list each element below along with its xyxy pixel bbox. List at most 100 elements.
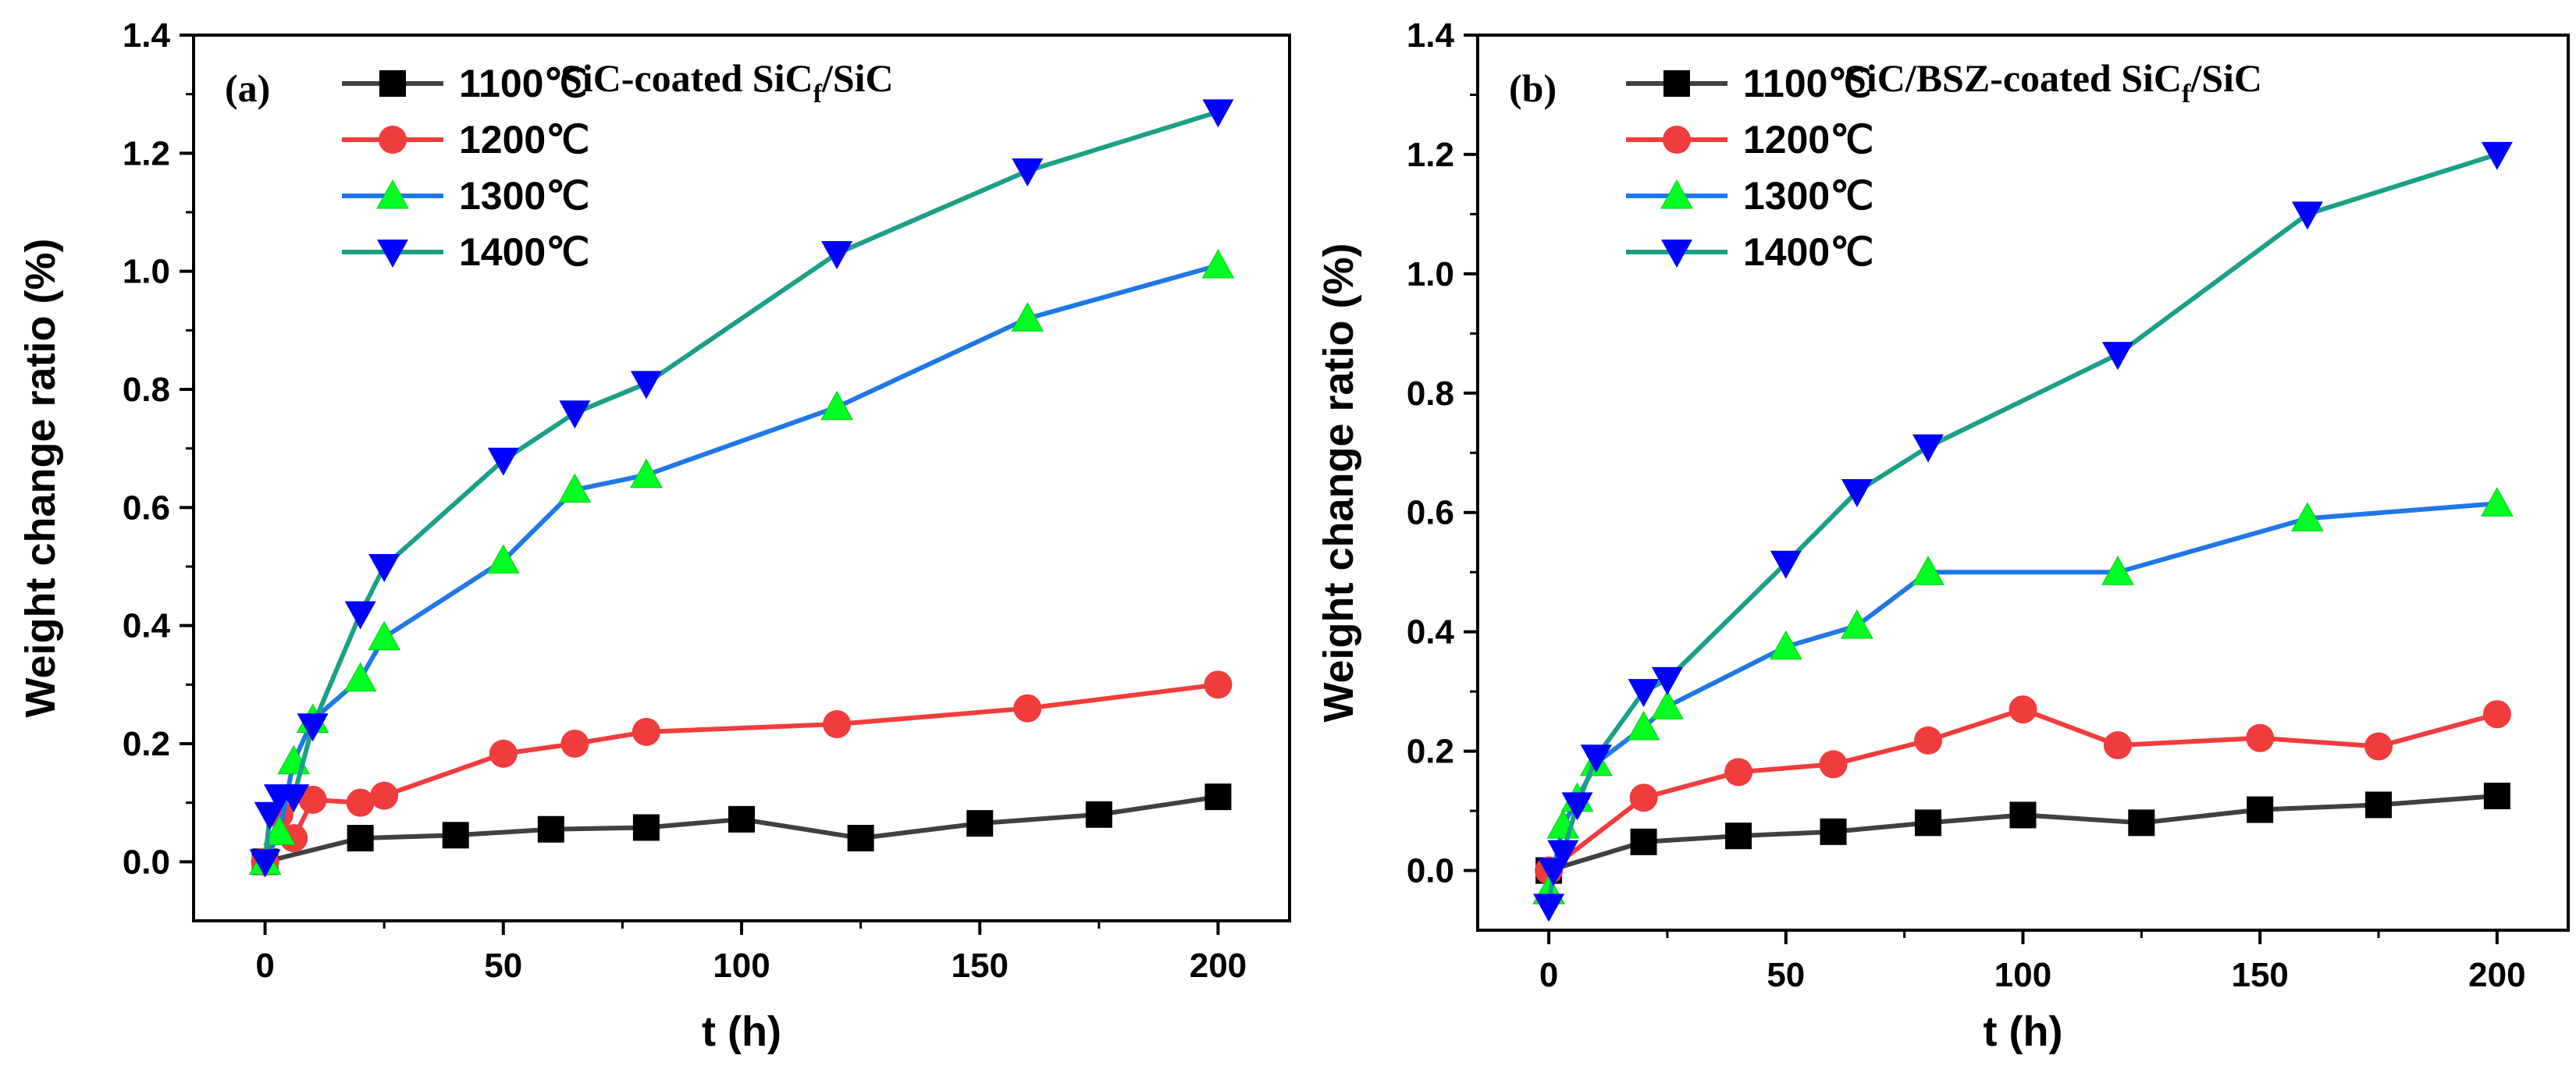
y-tick-label: 0.8 [123, 371, 170, 409]
data-point [1011, 302, 1044, 332]
panel-label: (b) [1509, 66, 1557, 110]
data-point [632, 814, 660, 841]
data-point [2365, 791, 2393, 819]
data-point [630, 458, 663, 489]
data-point [1628, 679, 1660, 708]
data-point [1547, 840, 1579, 869]
legend-label: 1100℃ [1743, 62, 1872, 105]
data-point [1724, 758, 1753, 787]
y-tick-label: 0.2 [1407, 733, 1454, 771]
x-tick-label: 200 [1190, 947, 1247, 985]
data-point [368, 554, 400, 582]
data-point [560, 730, 589, 758]
legend-label: 1400℃ [1743, 230, 1873, 274]
data-point [1013, 694, 1042, 723]
data-point [489, 739, 518, 768]
data-point [278, 784, 310, 813]
legend-marker [1663, 126, 1691, 154]
sample-title: SiC-coated SiCf/SiC [560, 56, 894, 108]
sample-title-tail: /SiC [2190, 56, 2262, 100]
legend-label: 1100℃ [459, 62, 588, 105]
legend-marker [1663, 70, 1690, 97]
x-tick-label: 150 [952, 947, 1009, 985]
data-point [847, 825, 874, 852]
legend-label: 1400℃ [459, 230, 589, 274]
data-point [2483, 782, 2510, 809]
y-tick-label: 0.6 [1407, 494, 1454, 532]
data-point [1912, 556, 1944, 585]
data-point [1769, 630, 1802, 660]
data-point [2246, 723, 2275, 752]
legend-marker [1660, 179, 1693, 209]
y-tick-label: 0.4 [123, 607, 171, 645]
sample-title-subscript: f [2182, 80, 2191, 108]
legend-marker [379, 70, 406, 97]
data-point [249, 849, 281, 878]
data-point [297, 713, 329, 742]
data-point [1629, 783, 1658, 812]
panel-label: (a) [225, 66, 270, 110]
data-point [1012, 158, 1044, 187]
chart-panel-a: 0 50 100 150 200 0.0 0.2 0.4 0.6 0.8 1.0 1.2 1.4 t (h… [17, 16, 1291, 1055]
x-tick-label: 100 [1994, 956, 2051, 994]
data-point [442, 822, 469, 849]
y-tick-label: 1.4 [1407, 16, 1455, 55]
chart-panel-b: 0 50 100 150 200 0.0 0.2 0.4 0.6 0.8 1.0 1.2 1.4 t (h… [1315, 16, 2570, 1055]
data-point [1204, 670, 1233, 699]
data-point [823, 710, 852, 739]
data-point [343, 662, 377, 692]
y-tick-label: 1.0 [1407, 255, 1454, 293]
data-point [263, 815, 296, 845]
data-point [347, 825, 374, 852]
data-point [821, 240, 853, 269]
x-tick-label: 50 [1767, 956, 1805, 994]
data-point [1627, 710, 1660, 741]
data-point [1533, 894, 1565, 922]
data-point [1204, 783, 1232, 811]
data-point [368, 620, 401, 651]
data-point [1915, 809, 1942, 837]
data-point [1725, 823, 1752, 850]
data-point [1561, 792, 1593, 821]
y-axis-title: Weight change ratio (%) [1315, 243, 1362, 722]
data-point [1841, 478, 1873, 507]
sample-title-tail: /SiC [821, 56, 894, 100]
data-point [370, 781, 399, 810]
data-point [486, 544, 520, 574]
data-point [2291, 502, 2324, 531]
y-tick-label: 0.0 [1407, 852, 1454, 890]
data-point [1630, 828, 1657, 855]
legend-label: 1200℃ [459, 118, 589, 162]
data-point [1912, 434, 1944, 463]
data-point [344, 601, 376, 630]
y-tick-label: 0.2 [123, 725, 170, 763]
data-point [2101, 342, 2133, 371]
data-point [1819, 750, 1848, 779]
data-point [820, 390, 853, 421]
series-line-1100℃ [264, 794, 1219, 865]
series-line-1200℃ [1547, 707, 2498, 872]
series-line-1300℃ [262, 263, 1219, 863]
legend-label: 1300℃ [1743, 174, 1873, 218]
data-point [2103, 730, 2132, 759]
x-axis-title: t (h) [1984, 1008, 2063, 1055]
x-tick-label: 0 [1539, 956, 1558, 994]
data-point [298, 785, 327, 814]
series-line-1400℃ [1546, 152, 2498, 907]
y-tick-label: 0.4 [1407, 613, 1455, 652]
data-point [2481, 141, 2513, 170]
legend-marker [1661, 240, 1692, 268]
plot-frame [192, 34, 1291, 922]
data-point [632, 717, 660, 746]
x-tick-label: 150 [2231, 956, 2288, 994]
data-point [2291, 201, 2323, 230]
y-tick-label: 1.0 [123, 253, 170, 291]
data-point [1914, 726, 1943, 755]
legend-marker [377, 240, 408, 268]
data-point [1580, 744, 1612, 773]
data-point [2101, 556, 2134, 585]
data-point [487, 447, 519, 476]
data-point [2009, 801, 2037, 829]
legend-marker [376, 179, 409, 209]
